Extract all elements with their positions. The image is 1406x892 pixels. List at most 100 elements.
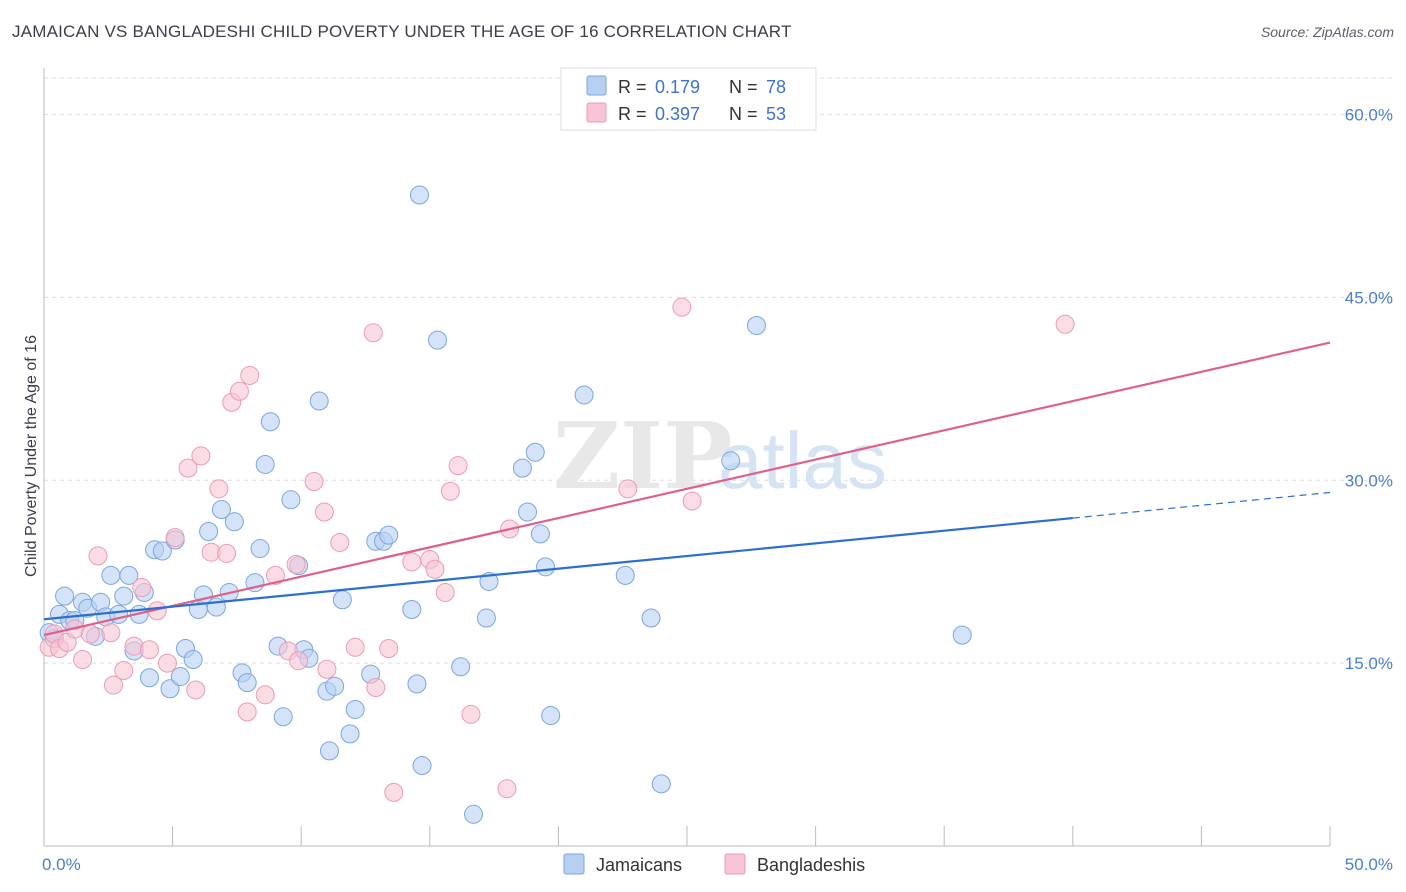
- bangladeshis-point: [682, 491, 702, 511]
- jamaicans-point: [250, 539, 270, 559]
- bangladeshis-point: [330, 532, 350, 552]
- jamaicans-point: [224, 512, 244, 532]
- jamaicans-point: [340, 724, 360, 744]
- jamaicans-point: [512, 458, 532, 478]
- bangladeshis-point: [304, 472, 324, 492]
- bangladeshis-point: [440, 481, 460, 501]
- bangladeshis-point: [461, 704, 481, 724]
- bangladeshis-point: [73, 649, 93, 669]
- jamaicans-point: [412, 756, 432, 776]
- legend-r-label: R =: [618, 77, 647, 97]
- bangladeshis-point: [286, 554, 306, 574]
- bangladeshis-point: [363, 323, 383, 343]
- bottom-legend-swatch-jamaicans: [563, 853, 585, 875]
- bangladeshis-point: [314, 502, 334, 522]
- jamaicans-point: [541, 706, 561, 726]
- y-tick-label: 45.0%: [1345, 288, 1393, 307]
- bangladeshis-point: [217, 543, 237, 563]
- jamaicans-point: [319, 741, 339, 761]
- bangladeshis-point: [186, 680, 206, 700]
- bangladeshis-point: [317, 659, 337, 679]
- legend-r-value: 0.179: [655, 77, 700, 97]
- jamaicans-point: [119, 565, 139, 585]
- jamaicans-point: [518, 502, 538, 522]
- bangladeshis-point: [101, 623, 121, 643]
- jamaicans-point: [574, 385, 594, 405]
- jamaicans-point: [345, 699, 365, 719]
- watermark: ZIP atlas: [553, 402, 887, 510]
- jamaicans-point: [407, 674, 427, 694]
- bangladeshis-point: [139, 640, 159, 660]
- bangladeshis-point: [497, 779, 517, 799]
- x-tick-labels: 0.0% 50.0%: [42, 855, 1393, 874]
- bangladeshis-point: [165, 528, 185, 548]
- legend-r-value: 0.397: [655, 104, 700, 124]
- jamaicans-point: [255, 454, 275, 474]
- bangladeshis-point: [132, 578, 152, 598]
- jamaicans-point: [651, 774, 671, 794]
- jamaicans-point: [211, 500, 231, 520]
- legend-n-label: N =: [729, 104, 758, 124]
- bangladeshis-point: [178, 458, 198, 478]
- bangladeshis-point: [402, 552, 422, 572]
- trend-lines: [43, 341, 1331, 637]
- bangladeshis-point: [229, 381, 249, 401]
- jamaicans-trend-line: [43, 516, 1073, 621]
- jamaicans-point: [615, 565, 635, 585]
- jamaicans-point: [114, 586, 134, 606]
- jamaicans-point: [476, 608, 496, 628]
- jamaicans-point: [525, 442, 545, 462]
- jamaicans-point: [325, 676, 345, 696]
- bottom-legend-label-jamaicans: Jamaicans: [596, 855, 682, 875]
- jamaicans-point: [746, 315, 766, 335]
- jamaicans-point: [332, 590, 352, 610]
- jamaicans-point: [237, 673, 257, 693]
- jamaicans-point: [428, 330, 448, 350]
- bangladeshis-point: [1055, 314, 1075, 334]
- chart-title: JAMAICAN VS BANGLADESHI CHILD POVERTY UN…: [12, 22, 792, 41]
- bangladeshis-point: [345, 637, 365, 657]
- bangladeshis-point: [379, 639, 399, 659]
- bangladeshis-point: [88, 546, 108, 566]
- legend-swatch-bangladeshis: [586, 102, 607, 123]
- bangladeshis-point: [265, 565, 285, 585]
- x-tick-label: 0.0%: [42, 855, 81, 874]
- jamaicans-point: [952, 625, 972, 645]
- jamaicans-point: [183, 649, 203, 669]
- legend-swatch-jamaicans: [586, 75, 607, 96]
- jamaicans-point: [160, 679, 180, 699]
- jamaicans-point: [170, 667, 190, 687]
- bottom-legend-label-bangladeshis: Bangladeshis: [757, 855, 865, 875]
- watermark-zip: ZIP: [553, 402, 732, 510]
- jamaicans-point: [464, 804, 484, 824]
- axes: [43, 68, 1331, 847]
- bangladeshis-point: [191, 446, 211, 466]
- legend-r-label: R =: [618, 104, 647, 124]
- bottom-legend: Jamaicans Bangladeshis: [563, 853, 865, 875]
- jamaicans-point: [410, 185, 430, 205]
- jamaicans-point: [55, 586, 75, 606]
- bangladeshis-point: [157, 653, 177, 673]
- bangladeshis-point: [240, 365, 260, 385]
- jamaicans-point: [530, 524, 550, 544]
- bangladeshis-point: [80, 624, 100, 644]
- y-tick-labels: 15.0% 30.0% 45.0% 60.0%: [1345, 106, 1393, 674]
- bangladeshis-point: [289, 651, 309, 671]
- y-tick-label: 30.0%: [1345, 471, 1393, 490]
- jamaicans-point: [139, 668, 159, 688]
- legend-box: R = 0.179 N = 78 R = 0.397 N = 53: [560, 67, 817, 131]
- legend-n-value: 53: [766, 104, 786, 124]
- jamaicans-point: [101, 565, 121, 585]
- jamaicans-point: [152, 541, 172, 561]
- jamaicans-point: [273, 707, 293, 727]
- jamaicans-point: [451, 657, 471, 677]
- y-tick-label: 60.0%: [1345, 106, 1393, 125]
- jamaicans-point: [260, 412, 280, 432]
- bangladeshis-point: [366, 678, 386, 698]
- bangladeshis-points: [39, 297, 1075, 802]
- jamaicans-point: [721, 451, 741, 471]
- bangladeshis-point: [255, 685, 275, 705]
- bangladeshis-point: [209, 479, 229, 499]
- bangladeshis-trend-line: [43, 341, 1331, 637]
- bottom-legend-swatch-bangladeshis: [724, 853, 746, 875]
